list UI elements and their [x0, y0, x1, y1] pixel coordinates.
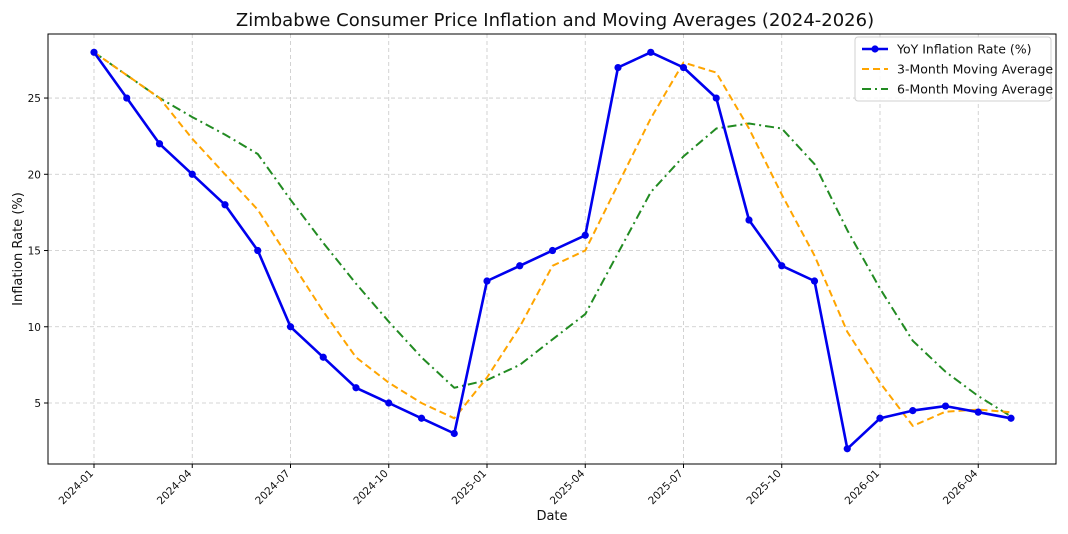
data-point — [843, 445, 851, 453]
x-tick-label: 2025-07 — [646, 468, 686, 508]
x-tick-label: 2024-04 — [155, 467, 195, 507]
data-point — [417, 414, 426, 422]
data-point — [188, 170, 196, 178]
legend-label: YoY Inflation Rate (%) — [896, 42, 1032, 57]
plot-area — [90, 48, 1015, 453]
x-axis-label: Date — [536, 509, 567, 524]
y-tick-label: 20 — [28, 169, 41, 181]
data-point — [679, 63, 688, 72]
legend: YoY Inflation Rate (%) 3-Month Moving Ave… — [854, 36, 1053, 102]
x-tick-label: 2024-07 — [253, 468, 293, 508]
x-tick-label: 2025-10 — [744, 468, 784, 508]
x-tick-label: 2024-10 — [351, 468, 391, 508]
data-point — [614, 63, 622, 72]
series-line-2 — [93, 51, 1012, 418]
grid — [48, 34, 1056, 464]
chart-title: Zimbabwe Consumer Price Inflation and Mo… — [236, 10, 874, 31]
data-point — [286, 323, 295, 331]
data-point — [581, 231, 589, 239]
data-point — [516, 262, 524, 270]
legend-label: 6-Month Moving Average — [897, 82, 1053, 97]
legend-box — [854, 36, 1052, 102]
data-point — [810, 277, 819, 285]
data-point — [90, 48, 98, 56]
data-point — [483, 277, 491, 285]
data-point — [221, 201, 229, 209]
data-point — [876, 414, 884, 422]
x-tick-label: 2026-01 — [843, 468, 883, 508]
x-tick-label: 2025-01 — [450, 468, 490, 508]
data-point — [1007, 414, 1015, 422]
data-point — [385, 399, 393, 407]
data-point — [352, 384, 360, 392]
y-tick-label: 5 — [34, 398, 41, 410]
data-point — [548, 246, 557, 255]
series-line-1 — [93, 51, 1012, 427]
legend-label: 3-Month Moving Average — [897, 62, 1053, 77]
y-tick-label: 15 — [28, 246, 41, 258]
data-point — [450, 429, 458, 438]
data-point — [123, 94, 131, 102]
x-tick-label: 2024-01 — [57, 468, 97, 508]
data-point — [647, 48, 655, 56]
data-point — [909, 407, 917, 415]
data-point — [712, 94, 720, 102]
data-point — [974, 408, 982, 416]
data-point — [745, 216, 753, 224]
data-point — [155, 140, 164, 148]
x-tick-label: 2026-04 — [941, 467, 981, 507]
y-axis-label: Inflation Rate (%) — [11, 192, 26, 306]
x-tick-label: 2025-04 — [548, 467, 588, 507]
data-point — [254, 246, 262, 255]
data-point — [778, 262, 786, 270]
y-tick-label: 25 — [28, 93, 41, 105]
data-point — [319, 353, 327, 361]
data-point — [941, 402, 950, 410]
y-tick-label: 10 — [28, 322, 41, 334]
plot-frame — [47, 33, 1057, 465]
legend-marker — [871, 45, 879, 53]
